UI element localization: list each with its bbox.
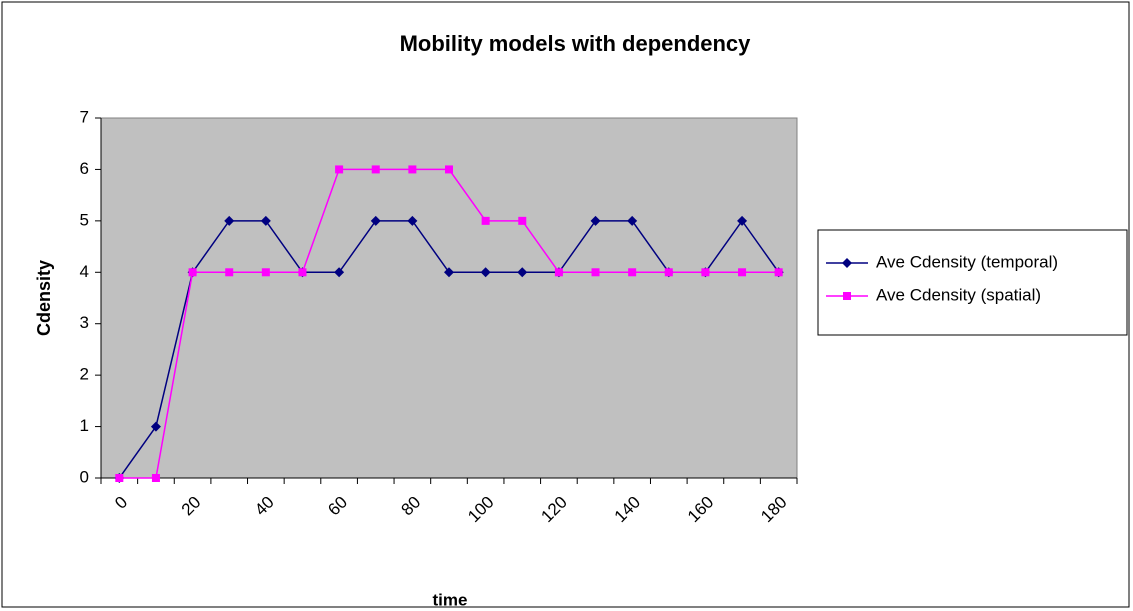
marker (738, 268, 747, 277)
marker (115, 474, 124, 482)
y-axis-label: Cdensity (34, 260, 54, 336)
marker (371, 165, 380, 174)
plot-area (100, 117, 798, 479)
marker (518, 216, 527, 225)
marker (334, 267, 345, 278)
marker (260, 215, 271, 226)
y-tick-label: 1 (80, 416, 89, 435)
marker (151, 474, 160, 482)
chart-title: Mobility models with dependency (400, 31, 752, 56)
marker (481, 216, 490, 225)
marker (664, 268, 673, 277)
marker (737, 215, 748, 226)
legend-label: Ave Cdensity (spatial) (876, 285, 1041, 304)
marker (261, 268, 270, 277)
marker (701, 268, 710, 277)
marker (298, 268, 307, 277)
legend-marker (843, 292, 851, 300)
marker (517, 267, 528, 278)
marker (590, 215, 601, 226)
marker (408, 165, 417, 174)
legend-marker (842, 258, 852, 268)
marker (480, 267, 491, 278)
marker (150, 421, 161, 432)
legend-label: Ave Cdensity (temporal) (876, 252, 1058, 271)
marker (627, 215, 638, 226)
marker (335, 165, 344, 174)
y-tick-label: 2 (80, 365, 89, 384)
y-tick-label: 3 (80, 313, 89, 332)
marker (224, 215, 235, 226)
y-tick-label: 6 (80, 159, 89, 178)
y-tick-label: 5 (80, 210, 89, 229)
marker (188, 268, 197, 277)
x-axis-label: time (433, 590, 468, 609)
marker (774, 268, 783, 277)
y-tick-label: 7 (80, 107, 89, 126)
legend-box (817, 229, 1128, 336)
marker (628, 268, 637, 277)
marker (225, 268, 234, 277)
marker (445, 165, 453, 174)
y-tick-label: 4 (80, 262, 89, 281)
y-tick-label: 0 (80, 467, 89, 486)
marker (554, 268, 563, 277)
marker (591, 268, 600, 277)
marker (370, 215, 381, 226)
marker (444, 267, 454, 278)
marker (407, 215, 418, 226)
